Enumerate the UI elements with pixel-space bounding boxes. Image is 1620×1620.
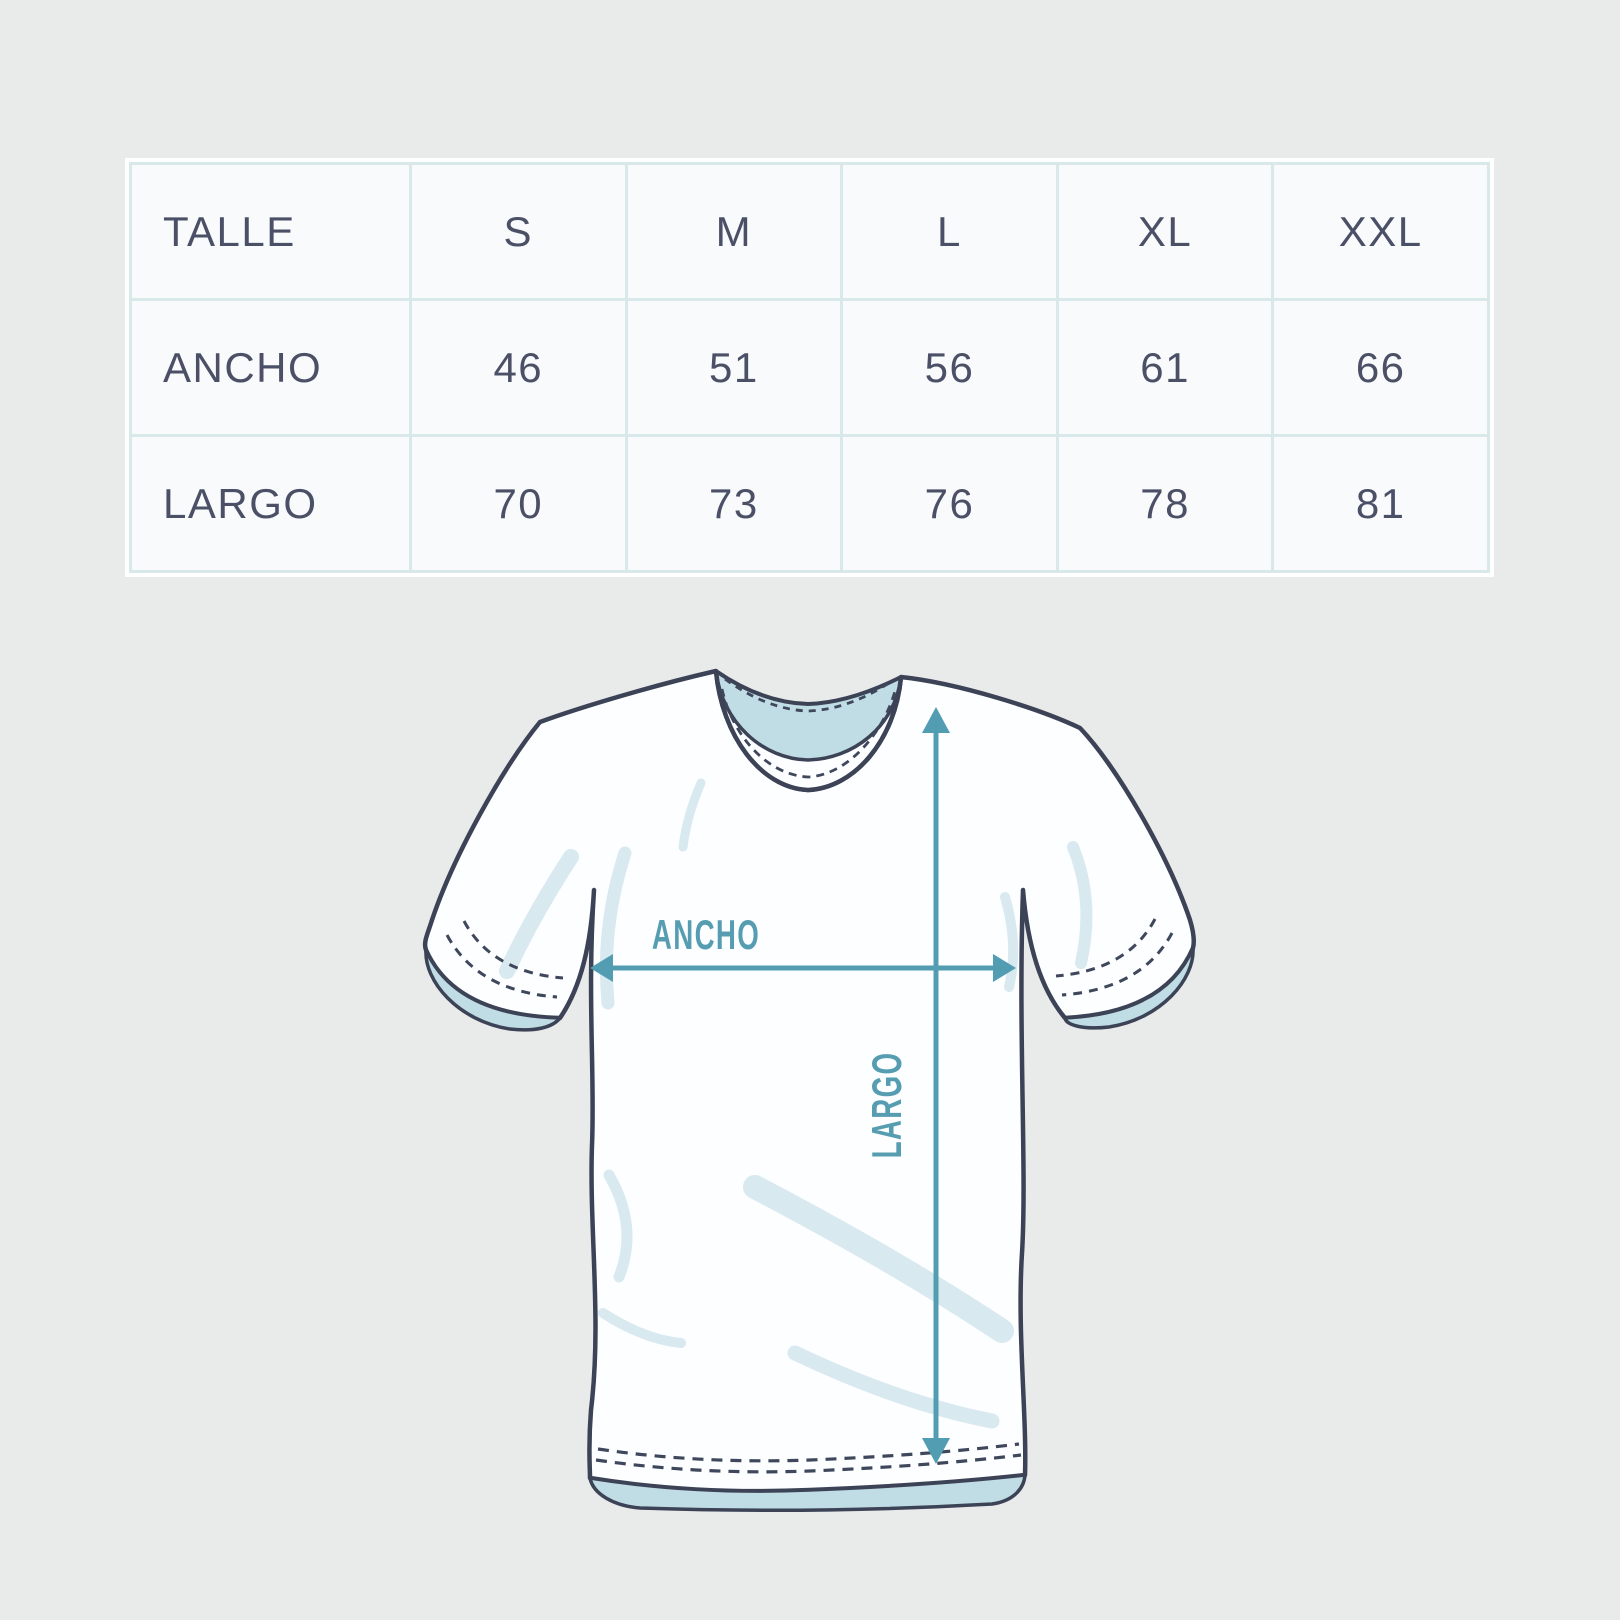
cell-largo-l: 76 bbox=[840, 434, 1059, 573]
header-cell-l: L bbox=[840, 162, 1059, 301]
row-label-largo: LARGO bbox=[129, 434, 412, 573]
right-cuff-inner-fabric bbox=[1063, 946, 1195, 1030]
cell-largo-xl: 78 bbox=[1055, 434, 1275, 573]
header-cell-xxl: XXL bbox=[1271, 162, 1490, 301]
back-neck-stitching bbox=[724, 677, 893, 713]
size-table-grid: TALLE S M L XL XXL ANCHO 46 51 56 61 66 … bbox=[129, 162, 1490, 573]
length-arrow-label-group: LARGO bbox=[863, 1052, 910, 1159]
table-row-ancho: ANCHO 46 51 56 61 66 bbox=[129, 298, 1490, 437]
hem-inner-fabric bbox=[588, 1473, 1027, 1512]
collar-band-bottom-line bbox=[713, 670, 904, 793]
tshirt-body bbox=[422, 668, 1197, 1494]
hem-stitching-1 bbox=[597, 1442, 1020, 1463]
width-arrowhead-left bbox=[590, 954, 613, 982]
left-sleeve-cuff bbox=[424, 920, 564, 1032]
right-sleeve-cuff bbox=[1055, 918, 1195, 1030]
length-arrow-label: LARGO bbox=[863, 1052, 910, 1159]
width-arrow-label: ANCHO bbox=[652, 911, 760, 958]
header-cell-xl: XL bbox=[1055, 162, 1275, 301]
length-arrowhead-top bbox=[922, 707, 950, 733]
cell-largo-xxl: 81 bbox=[1271, 434, 1490, 573]
size-table: TALLE S M L XL XXL ANCHO 46 51 56 61 66 … bbox=[125, 158, 1494, 577]
header-cell-m: M bbox=[624, 162, 844, 301]
fabric-wrinkles bbox=[499, 778, 1093, 1429]
collar-band bbox=[716, 671, 901, 790]
right-cuff-stitching-1 bbox=[1061, 932, 1174, 997]
collar-stitching bbox=[720, 688, 897, 779]
header-cell-talle: TALLE bbox=[129, 162, 412, 301]
right-cuff-stitching-2 bbox=[1055, 918, 1157, 978]
table-header-row: TALLE S M L XL XXL bbox=[129, 162, 1490, 301]
cell-ancho-l: 56 bbox=[840, 298, 1059, 437]
cell-ancho-m: 51 bbox=[624, 298, 844, 437]
bottom-hem bbox=[588, 1442, 1027, 1512]
row-label-ancho: ANCHO bbox=[129, 298, 412, 437]
length-arrow bbox=[922, 707, 950, 1464]
measurement-arrows bbox=[590, 707, 1016, 1464]
left-cuff-stitching-2 bbox=[462, 920, 564, 980]
width-arrow-label-group: ANCHO bbox=[652, 911, 760, 958]
cell-ancho-s: 46 bbox=[409, 298, 628, 437]
collar-band-top-line bbox=[714, 670, 903, 762]
cell-largo-m: 73 bbox=[624, 434, 844, 573]
cell-largo-s: 70 bbox=[409, 434, 628, 573]
width-arrowhead-right bbox=[993, 954, 1016, 982]
tshirt-diagram: ANCHO LARGO bbox=[422, 668, 1197, 1512]
table-row-largo: LARGO 70 73 76 78 81 bbox=[129, 434, 1490, 573]
length-arrowhead-bottom bbox=[922, 1438, 950, 1464]
collar-inner-fabric bbox=[716, 671, 901, 760]
left-cuff-inner-fabric bbox=[424, 948, 562, 1032]
left-cuff-stitching-1 bbox=[445, 934, 558, 999]
collar bbox=[713, 669, 904, 793]
header-cell-s: S bbox=[409, 162, 628, 301]
back-neck-line bbox=[714, 669, 902, 707]
cell-ancho-xxl: 66 bbox=[1271, 298, 1490, 437]
hem-stitching-2 bbox=[595, 1453, 1022, 1474]
cell-ancho-xl: 61 bbox=[1055, 298, 1275, 437]
